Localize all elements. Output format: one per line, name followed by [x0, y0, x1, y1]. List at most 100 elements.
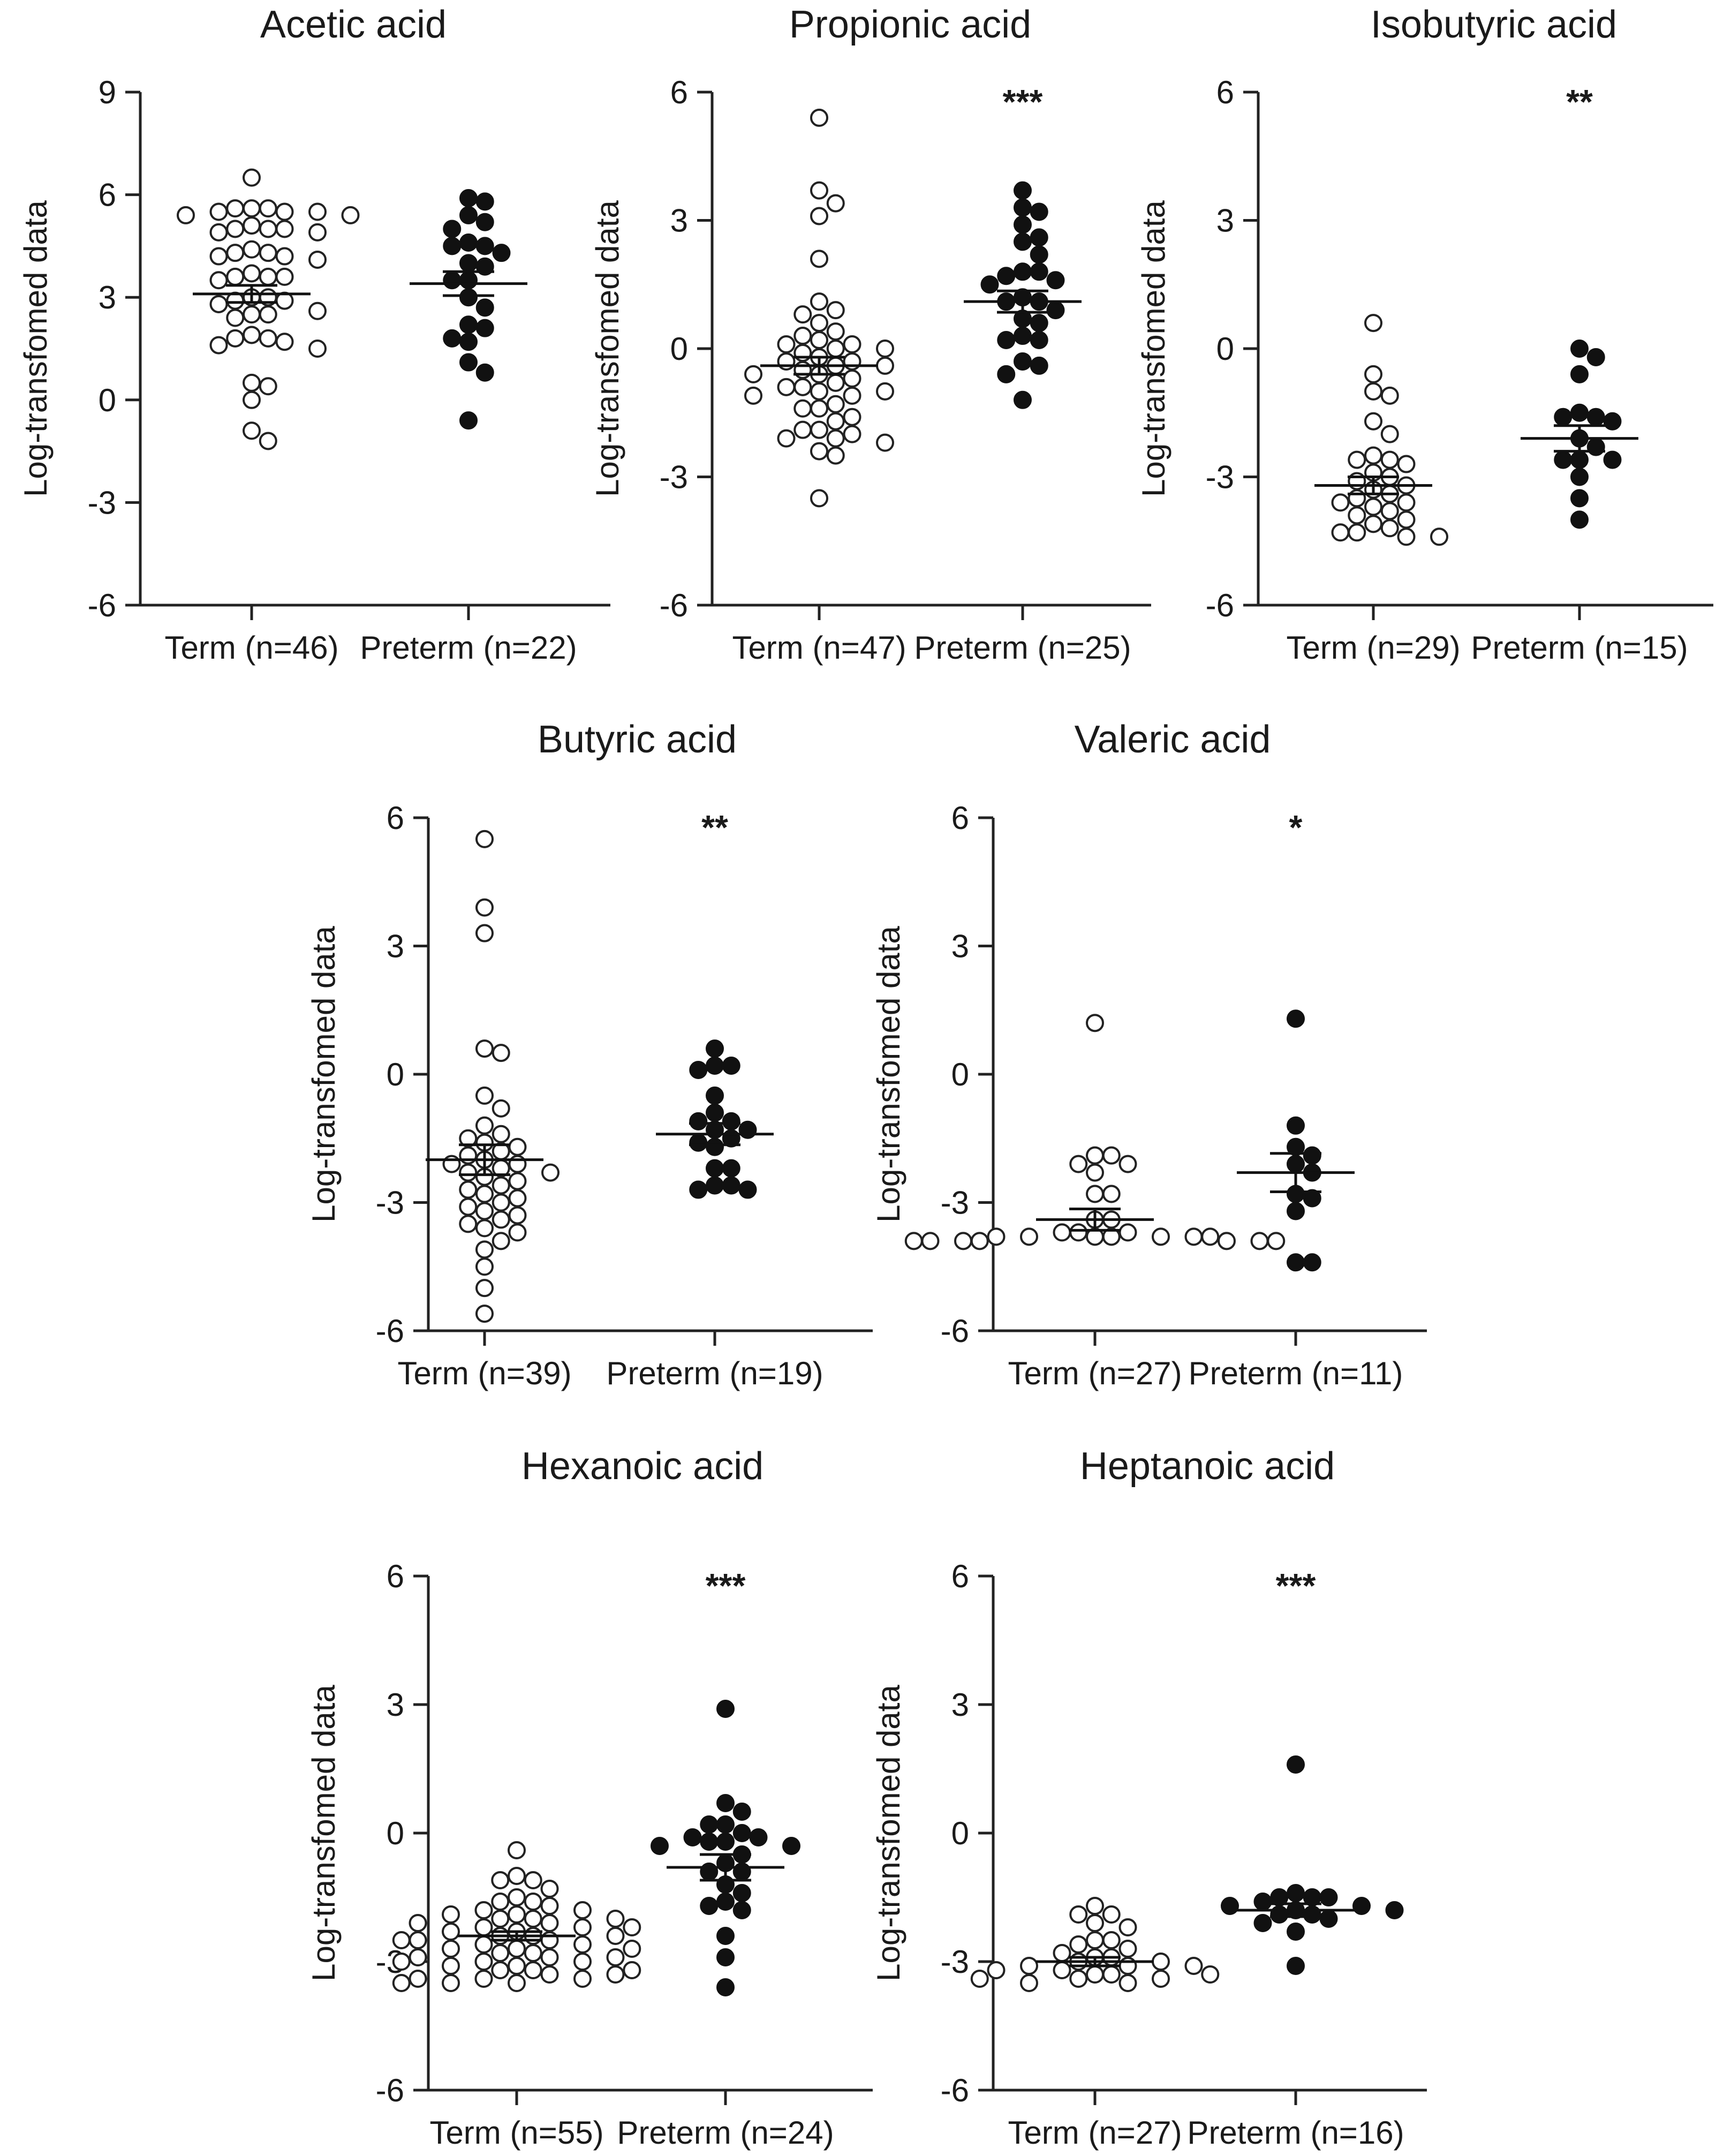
y-tick-label: -6: [660, 587, 688, 623]
data-point-term: [843, 408, 861, 426]
data-point-term: [1086, 1897, 1104, 1915]
data-point-preterm: [1030, 245, 1048, 264]
data-point-term: [1364, 412, 1382, 431]
data-point-preterm: [459, 353, 478, 372]
data-point-term: [1348, 472, 1366, 491]
data-point-preterm: [722, 1112, 740, 1130]
data-point-preterm: [1570, 510, 1589, 529]
chart-title: Heptanoic acid: [1080, 1445, 1335, 1488]
data-point-preterm: [1570, 468, 1589, 486]
data-point-preterm: [459, 254, 478, 273]
data-point-preterm: [997, 365, 1016, 383]
data-point-term: [1201, 1965, 1220, 1984]
data-point-term: [209, 271, 228, 290]
data-point-term: [573, 1918, 592, 1936]
data-point-term: [459, 1163, 478, 1182]
data-point-preterm: [738, 1120, 757, 1139]
data-point-term: [793, 327, 812, 345]
data-point-term: [243, 216, 261, 235]
data-point-term: [573, 1970, 592, 1988]
data-point-term: [573, 1901, 592, 1919]
data-point-term: [1069, 1970, 1088, 1988]
data-point-term: [475, 1202, 494, 1220]
y-tick-label: -3: [941, 1185, 969, 1221]
data-point-preterm: [706, 1159, 724, 1178]
data-point-preterm: [1287, 1755, 1305, 1774]
data-point-preterm: [1287, 1202, 1305, 1220]
significance-marker: *: [1289, 808, 1303, 847]
data-point-term: [308, 340, 327, 358]
x-category-label: Term (n=55): [429, 2115, 603, 2151]
data-point-term: [508, 1867, 526, 1885]
data-point-term: [474, 1918, 493, 1936]
data-point-preterm: [706, 1039, 724, 1058]
x-category-label: Term (n=47): [732, 630, 906, 666]
data-point-term: [1086, 1914, 1104, 1932]
data-point-term: [475, 1116, 494, 1135]
x-category-label: Term (n=27): [1008, 1355, 1182, 1391]
data-point-term: [226, 220, 245, 238]
significance-marker: ***: [1276, 1566, 1316, 1605]
data-point-term: [777, 335, 796, 354]
y-tick-label: 9: [99, 74, 116, 110]
data-point-preterm: [1570, 340, 1589, 358]
data-point-preterm: [1287, 1116, 1305, 1135]
data-point-term: [474, 1970, 493, 1988]
data-point-term: [259, 432, 277, 450]
y-tick-label: 6: [387, 1558, 404, 1594]
data-point-term: [810, 489, 828, 508]
y-axis-label: Log-transfomed data: [589, 200, 625, 497]
data-point-term: [492, 1125, 510, 1143]
data-point-term: [491, 1893, 510, 1911]
data-point-term: [442, 1905, 460, 1924]
y-tick-label: -6: [941, 1313, 969, 1349]
data-point-preterm: [749, 1828, 768, 1846]
data-point-term: [475, 898, 494, 917]
data-point-term: [540, 1948, 559, 1966]
data-point-term: [1069, 1905, 1088, 1924]
data-point-preterm: [732, 1824, 751, 1842]
data-point-preterm: [782, 1837, 800, 1855]
y-tick-label: 6: [387, 800, 404, 836]
data-point-term: [1348, 489, 1366, 508]
data-point-term: [275, 220, 294, 238]
data-point-term: [475, 1219, 494, 1238]
data-point-term: [508, 1905, 526, 1924]
x-category-label: Preterm (n=22): [360, 630, 577, 666]
data-point-term: [810, 331, 828, 350]
data-point-term: [1397, 493, 1416, 512]
data-point-term: [1364, 497, 1382, 516]
data-point-term: [177, 206, 195, 224]
y-tick-label: -6: [941, 2072, 969, 2108]
y-tick-label: 0: [1216, 331, 1234, 367]
data-point-term: [1380, 425, 1399, 443]
data-point-preterm: [716, 1833, 735, 1851]
x-category-label: Preterm (n=11): [1189, 1355, 1403, 1391]
data-point-term: [475, 1305, 494, 1323]
data-point-term: [1069, 1223, 1088, 1242]
data-point-preterm: [732, 1901, 751, 1919]
data-point-preterm: [1221, 1897, 1239, 1915]
data-point-preterm: [1014, 232, 1032, 251]
data-point-term: [1380, 386, 1399, 405]
data-point-preterm: [492, 244, 511, 262]
data-point-preterm: [1319, 1910, 1338, 1928]
data-point-term: [1069, 1155, 1088, 1173]
y-tick-label: -3: [376, 1185, 404, 1221]
data-point-term: [1331, 523, 1350, 542]
data-point-preterm: [1570, 450, 1589, 469]
data-point-preterm: [1030, 202, 1048, 221]
data-point-term: [209, 336, 228, 355]
significance-marker: ***: [706, 1566, 746, 1605]
data-point-preterm: [716, 1927, 735, 1945]
data-point-preterm: [716, 1815, 735, 1834]
data-point-term: [491, 1961, 510, 1979]
data-point-term: [524, 1944, 542, 1962]
y-tick-label: 6: [951, 1558, 969, 1594]
data-point-term: [475, 1257, 494, 1276]
data-point-term: [810, 420, 828, 439]
data-point-preterm: [1046, 271, 1065, 290]
data-point-term: [243, 373, 261, 392]
data-point-preterm: [443, 271, 462, 290]
y-axis-label: Log-transfomed data: [871, 926, 906, 1223]
